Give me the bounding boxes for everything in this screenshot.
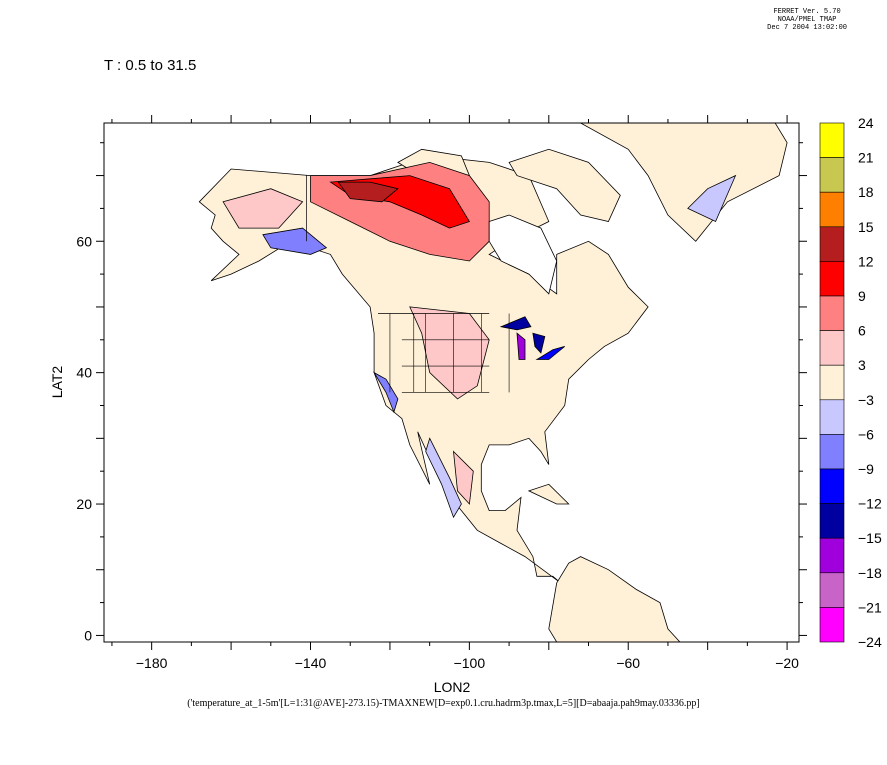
colorbar-swatch <box>819 572 845 608</box>
colorbar-label: 12 <box>858 253 874 269</box>
region-lake-erie-ontario <box>535 346 565 360</box>
colorbar-label: −18 <box>858 565 882 581</box>
region-baffin-island <box>508 148 621 222</box>
region-lake-superior <box>499 316 532 331</box>
region-cool-alaska-coast <box>262 227 328 255</box>
colorbar-label: 3 <box>858 357 866 373</box>
colorbar-swatch <box>819 157 845 193</box>
organization: NOAA/PMEL TMAP <box>777 16 837 24</box>
colorbar-label: −21 <box>858 599 882 615</box>
colorbar-label: −3 <box>858 392 874 408</box>
y-axis-label: LAT2 <box>49 366 65 399</box>
colorbar-label: 24 <box>858 115 874 131</box>
x-tick-label: −140 <box>295 655 327 671</box>
colorbar-swatch <box>819 261 845 297</box>
colorbar-swatch <box>819 295 845 331</box>
colorbar-label: −6 <box>858 426 874 442</box>
colorbar-swatch <box>819 226 845 262</box>
region-cool-west-coast <box>372 371 399 414</box>
software-header: FERRET Ver. 5.70 NOAA/PMEL TMAP Dec 7 20… <box>767 8 847 32</box>
y-axis-ticks: 0 20 40 60 <box>76 142 807 643</box>
region-warm-alaska-west <box>222 188 304 229</box>
colorbar-swatch <box>819 468 845 504</box>
region-greenland <box>579 123 788 242</box>
region-hudson-bay-water <box>488 214 558 295</box>
region-warm-mexico <box>452 450 474 505</box>
region-lake-huron <box>532 332 546 354</box>
y-tick-label: 40 <box>76 365 92 381</box>
region-lake-michigan-huron <box>516 332 526 360</box>
y-tick-label: 60 <box>76 233 92 249</box>
x-axis-ticks: −180 −140 −100 −60 −20 <box>111 115 799 671</box>
colorbar-label: 15 <box>858 219 874 235</box>
colorbar-swatch <box>819 503 845 539</box>
timestamp: Dec 7 2004 13:02:00 <box>767 24 847 32</box>
colorbar-swatch <box>819 607 845 643</box>
map-regions <box>198 123 799 642</box>
colorbar: 24 21 18 15 12 9 6 3 −3 −6 −9 −12 −15 −18 −21 −24 <box>819 115 882 650</box>
colorbar-label: −9 <box>858 461 874 477</box>
colorbar-swatch <box>819 364 845 401</box>
region-cool-sierra-madre <box>425 437 462 519</box>
plot-frame <box>103 122 800 643</box>
software-version: FERRET Ver. 5.70 <box>773 8 841 16</box>
y-tick-label: 20 <box>76 496 92 512</box>
colorbar-label: 21 <box>858 150 874 166</box>
x-axis-label: LON2 <box>434 679 471 695</box>
colorbar-label: 18 <box>858 184 874 200</box>
colorbar-swatch <box>819 537 845 574</box>
region-south-america-land <box>548 556 681 642</box>
state-borders <box>306 175 510 393</box>
y-tick-label: 0 <box>84 627 92 643</box>
x-tick-label: −60 <box>616 655 640 671</box>
colorbar-label: 9 <box>858 288 866 304</box>
colorbar-label: −24 <box>858 634 882 650</box>
region-cool-greenland <box>687 174 737 223</box>
time-range-label: T : 0.5 to 31.5 <box>104 57 197 74</box>
colorbar-label: −12 <box>858 496 882 512</box>
region-hot-core-dark <box>337 181 399 203</box>
expression-footnote: ('temperature_at_1-5m'[L=1:31@AVE]-273.1… <box>187 698 700 709</box>
colorbar-swatch <box>819 434 845 470</box>
region-cuba <box>527 483 570 505</box>
x-tick-label: −100 <box>454 655 486 671</box>
colorbar-swatch <box>819 399 845 435</box>
x-tick-label: −20 <box>775 655 799 671</box>
colorbar-swatch <box>819 191 845 228</box>
colorbar-swatch <box>819 330 845 366</box>
x-tick-label: −180 <box>136 655 168 671</box>
colorbar-label: −15 <box>858 530 882 546</box>
colorbar-label: 6 <box>858 323 866 339</box>
colorbar-swatch <box>819 122 845 158</box>
